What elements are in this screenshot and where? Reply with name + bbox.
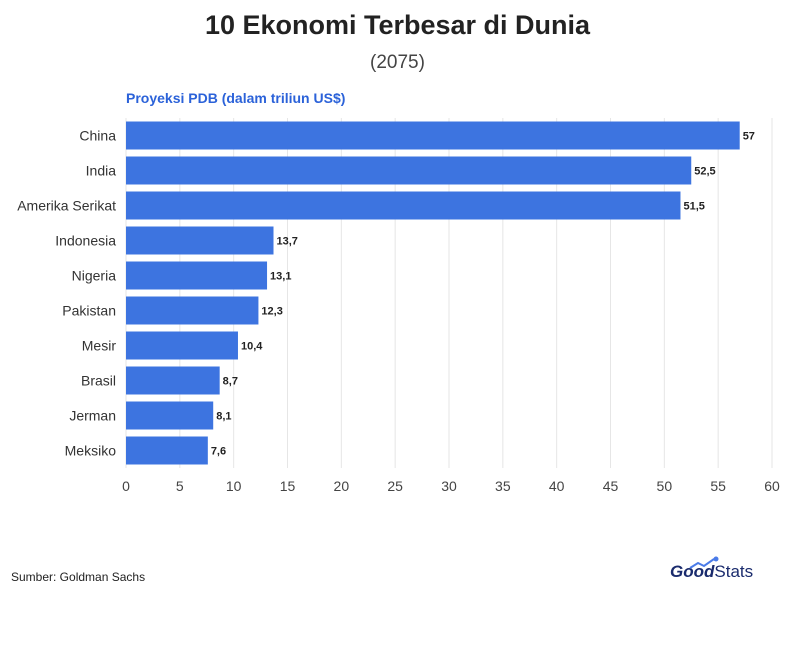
bar bbox=[126, 296, 259, 325]
data-label: 52,5 bbox=[694, 166, 715, 178]
bar bbox=[126, 331, 238, 360]
bar bbox=[126, 121, 740, 150]
category-label: Mesir bbox=[82, 338, 117, 354]
x-tick-label: 40 bbox=[549, 478, 565, 494]
bar bbox=[126, 261, 268, 290]
category-label: Pakistan bbox=[62, 303, 116, 319]
x-tick-label: 50 bbox=[657, 478, 673, 494]
category-label: India bbox=[86, 163, 117, 179]
category-label: Brasil bbox=[81, 373, 116, 389]
category-label: Indonesia bbox=[55, 233, 116, 249]
data-label: 8,7 bbox=[223, 376, 238, 388]
x-tick-label: 25 bbox=[387, 478, 403, 494]
data-label: 13,1 bbox=[270, 271, 291, 283]
category-label: Amerika Serikat bbox=[17, 198, 116, 214]
x-tick-label: 15 bbox=[280, 478, 296, 494]
bar bbox=[126, 401, 214, 430]
x-tick-label: 0 bbox=[122, 478, 130, 494]
data-label: 51,5 bbox=[683, 201, 704, 213]
category-label: China bbox=[79, 128, 116, 144]
x-tick-label: 45 bbox=[603, 478, 619, 494]
x-tick-label: 60 bbox=[764, 478, 780, 494]
chart-title: 10 Ekonomi Terbesar di Dunia bbox=[204, 10, 591, 40]
value-axis-label: Proyeksi PDB (dalam triliun US$) bbox=[126, 90, 346, 106]
bar bbox=[126, 156, 692, 185]
x-tick-label: 20 bbox=[334, 478, 350, 494]
chart-subtitle: (2075) bbox=[370, 52, 425, 73]
data-label: 12,3 bbox=[261, 306, 282, 318]
bar bbox=[126, 191, 681, 220]
bar bbox=[126, 226, 274, 255]
data-label: 8,1 bbox=[216, 411, 231, 423]
goodstats-logo: GoodStats bbox=[670, 556, 754, 582]
x-tick-label: 35 bbox=[495, 478, 511, 494]
data-label: 7,6 bbox=[211, 446, 226, 458]
x-tick-label: 10 bbox=[226, 478, 242, 494]
bar bbox=[126, 436, 208, 465]
x-tick-label: 30 bbox=[441, 478, 457, 494]
data-label: 57 bbox=[743, 131, 755, 143]
category-label: Nigeria bbox=[72, 268, 117, 284]
category-label: Meksiko bbox=[65, 443, 117, 459]
x-tick-label: 55 bbox=[710, 478, 726, 494]
source-note: Sumber: Goldman Sachs bbox=[11, 570, 146, 584]
data-label: 13,7 bbox=[277, 236, 298, 248]
category-label: Jerman bbox=[69, 408, 116, 424]
x-tick-label: 5 bbox=[176, 478, 184, 494]
data-label: 10,4 bbox=[241, 341, 263, 353]
logo-stats-text: Stats bbox=[714, 562, 754, 581]
bar bbox=[126, 366, 220, 395]
logo-spark-icon bbox=[689, 556, 719, 569]
